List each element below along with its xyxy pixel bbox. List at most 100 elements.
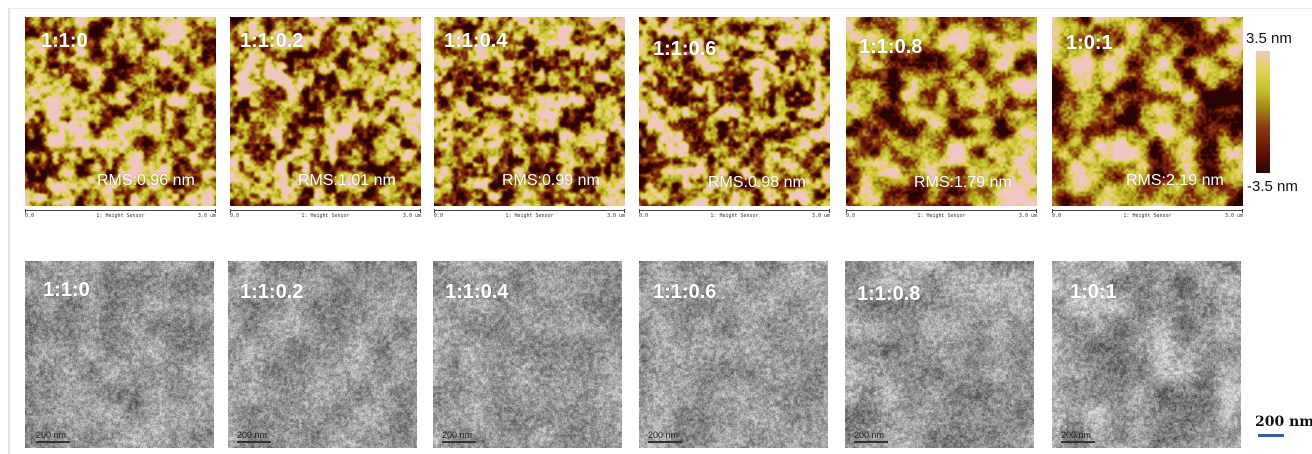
axis-tick	[230, 209, 231, 213]
afm-axis: 0.0 1: Height Sensor 3.0 um	[846, 209, 1037, 223]
inner-scale-label: 200 nm	[237, 430, 268, 440]
axis-tick	[1036, 209, 1037, 213]
sample-ratio-label: 1:1:0.4	[445, 281, 509, 303]
tem-micrograph	[845, 261, 1034, 448]
axis-line	[230, 210, 421, 211]
afm-height-image	[230, 17, 421, 206]
axis-start-label: 0.0	[639, 213, 649, 219]
afm-panel: 1:1:0.4 RMS:0.99 nm	[434, 17, 625, 206]
axis-tick	[829, 209, 830, 213]
sample-ratio-label: 1:0:1	[1070, 281, 1117, 303]
axis-tick	[639, 209, 640, 213]
afm-height-image	[846, 17, 1037, 206]
axis-line	[25, 210, 216, 211]
axis-end-label: 3.0 um	[811, 213, 830, 219]
colorbar-min-label: -3.5 nm	[1247, 178, 1298, 195]
rms-value: RMS:1.01 nm	[298, 172, 396, 189]
afm-axis: 0.0 1: Height Sensor 3.0 um	[1052, 209, 1243, 223]
axis-tick	[420, 209, 421, 213]
afm-height-image	[1052, 17, 1243, 206]
afm-height-image	[434, 17, 625, 206]
axis-end-label: 3.0 um	[197, 213, 216, 219]
sample-ratio-label: 1:1:0.2	[240, 30, 304, 52]
sample-ratio-label: 1:1:0.8	[857, 283, 921, 305]
tem-micrograph	[433, 261, 622, 448]
tem-micrograph	[25, 261, 214, 448]
rms-value: RMS:0.99 nm	[502, 172, 600, 189]
tem-micrograph	[639, 261, 828, 448]
axis-tick	[624, 209, 625, 213]
axis-start-label: 0.0	[434, 213, 444, 219]
axis-tick	[1242, 209, 1243, 213]
axis-end-label: 3.0 um	[1018, 213, 1037, 219]
sample-ratio-label: 1:1:0.2	[240, 281, 304, 303]
axis-tick	[434, 209, 435, 213]
tem-micrograph	[228, 261, 417, 448]
sample-ratio-label: 1:1:0	[43, 279, 90, 301]
inner-scale-label: 200 nm	[1061, 430, 1092, 440]
afm-axis: 0.0 1: Height Sensor 3.0 um	[434, 209, 625, 223]
afm-height-image	[639, 17, 830, 206]
colorbar-max-label: 3.5 nm	[1246, 30, 1292, 47]
inner-scale-label: 200 nm	[36, 430, 67, 440]
axis-tick	[1052, 209, 1053, 213]
tem-panel: 1:1:0.2 200 nm	[228, 261, 417, 448]
inner-scale-bar	[36, 441, 70, 443]
figure-frame-left	[8, 8, 10, 454]
axis-tick	[25, 209, 26, 213]
axis-channel-label: 1: Height Sensor	[917, 213, 966, 219]
axis-end-label: 3.0 um	[606, 213, 625, 219]
rms-value: RMS:1.79 nm	[914, 174, 1012, 191]
axis-start-label: 0.0	[846, 213, 856, 219]
afm-axis: 0.0 1: Height Sensor 3.0 um	[230, 209, 421, 223]
axis-line	[434, 210, 625, 211]
inner-scale-label: 200 nm	[854, 430, 885, 440]
figure-frame-top	[8, 8, 1312, 9]
afm-panel: 1:0:1 RMS:2.19 nm	[1052, 17, 1243, 206]
axis-start-label: 0.0	[1052, 213, 1062, 219]
afm-panel: 1:1:0 RMS:0.96 nm	[25, 17, 216, 206]
afm-axis: 0.0 1: Height Sensor 3.0 um	[25, 209, 216, 223]
sample-ratio-label: 1:1:0.8	[859, 36, 923, 58]
tem-panel: 1:0:1 200 nm	[1052, 261, 1241, 448]
inner-scale-bar	[648, 441, 682, 443]
axis-start-label: 0.0	[230, 213, 240, 219]
inner-scale-label: 200 nm	[648, 430, 679, 440]
axis-channel-label: 1: Height Sensor	[710, 213, 759, 219]
inner-scale-bar	[854, 441, 888, 443]
axis-line	[1052, 210, 1243, 211]
axis-tick	[846, 209, 847, 213]
axis-end-label: 3.0 um	[402, 213, 421, 219]
afm-panel: 1:1:0.6 RMS:0.98 nm	[639, 17, 830, 206]
tem-panel: 1:1:0.4 200 nm	[433, 261, 622, 448]
sample-ratio-label: 1:0:1	[1066, 32, 1113, 54]
sample-ratio-label: 1:1:0	[41, 30, 88, 52]
tem-panel: 1:1:0.8 200 nm	[845, 261, 1034, 448]
sample-ratio-label: 1:1:0.6	[653, 38, 717, 60]
scale-bar-label: 200 nm	[1255, 414, 1312, 430]
axis-channel-label: 1: Height Sensor	[505, 213, 554, 219]
inner-scale-bar	[237, 441, 271, 443]
afm-axis: 0.0 1: Height Sensor 3.0 um	[639, 209, 830, 223]
scale-bar	[1258, 434, 1284, 437]
height-colorbar	[1256, 51, 1270, 173]
axis-channel-label: 1: Height Sensor	[96, 213, 145, 219]
tem-panel: 1:1:0 200 nm	[25, 261, 214, 448]
sample-ratio-label: 1:1:0.6	[653, 281, 717, 303]
afm-height-image	[25, 17, 216, 206]
axis-line	[846, 210, 1037, 211]
axis-channel-label: 1: Height Sensor	[1123, 213, 1172, 219]
afm-panel: 1:1:0.2 RMS:1.01 nm	[230, 17, 421, 206]
axis-end-label: 3.0 um	[1224, 213, 1243, 219]
tem-micrograph	[1052, 261, 1241, 448]
inner-scale-bar	[1061, 441, 1095, 443]
axis-start-label: 0.0	[25, 213, 35, 219]
afm-panel: 1:1:0.8 RMS:1.79 nm	[846, 17, 1037, 206]
rms-value: RMS:0.98 nm	[708, 174, 806, 191]
rms-value: RMS:0.96 nm	[97, 172, 195, 189]
axis-channel-label: 1: Height Sensor	[301, 213, 350, 219]
axis-line	[639, 210, 830, 211]
rms-value: RMS:2.19 nm	[1126, 172, 1224, 189]
inner-scale-label: 200 nm	[442, 430, 473, 440]
tem-panel: 1:1:0.6 200 nm	[639, 261, 828, 448]
